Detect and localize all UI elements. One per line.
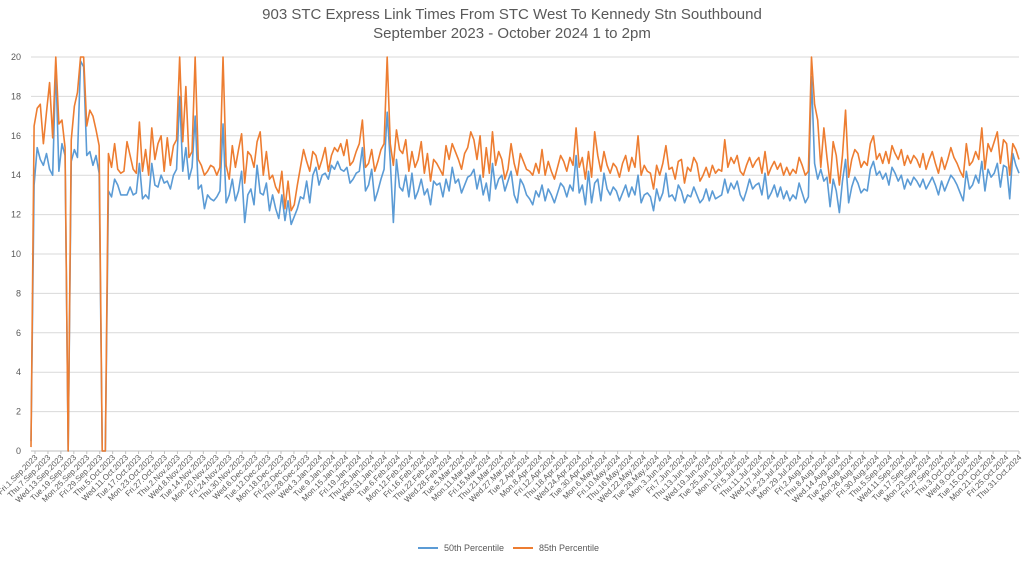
legend-label: 85th Percentile (539, 543, 599, 553)
chart-subtitle: September 2023 - October 2024 1 to 2pm (373, 25, 651, 42)
series-line-50th-percentile (30, 60, 1020, 452)
y-tick-label: 4 (16, 367, 21, 377)
series-line-85th-percentile (30, 56, 1020, 452)
legend: 50th Percentile 85th Percentile (418, 543, 599, 553)
y-tick-label: 2 (16, 407, 21, 417)
legend-label: 50th Percentile (444, 543, 504, 553)
y-tick-label: 14 (11, 170, 21, 180)
y-tick-label: 12 (11, 210, 21, 220)
series-lines (30, 56, 1020, 452)
y-tick-label: 0 (16, 446, 21, 456)
x-axis-ticks: Fri.1.Sep.2023Thu.7.Sep.2023Wed.13.Sep.2… (0, 451, 1024, 505)
y-tick-label: 20 (11, 52, 21, 62)
y-tick-label: 6 (16, 328, 21, 338)
y-tick-label: 16 (11, 131, 21, 141)
y-tick-label: 8 (16, 288, 21, 298)
y-tick-label: 10 (11, 249, 21, 259)
chart-title: 903 STC Express Link Times From STC West… (262, 6, 762, 23)
y-axis-ticks: 0 2 4 6 8 10 12 14 16 18 20 (11, 52, 21, 456)
y-tick-label: 18 (11, 91, 21, 101)
